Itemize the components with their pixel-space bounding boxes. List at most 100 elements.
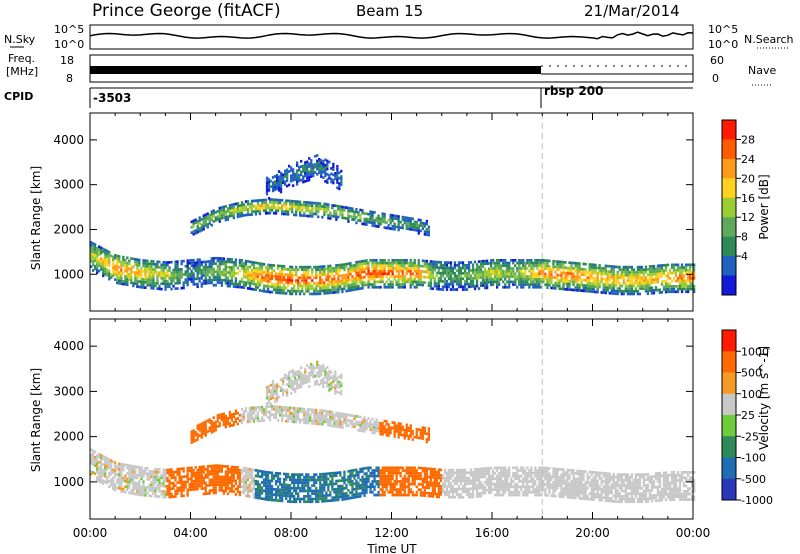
power-cell	[548, 267, 551, 271]
velocity-cell	[469, 479, 473, 483]
power-data	[90, 113, 696, 311]
velocity-cell	[295, 497, 298, 501]
velocity-cell	[357, 492, 360, 496]
power-cell	[270, 206, 274, 209]
velocity-cell	[407, 482, 410, 486]
power-cell	[385, 275, 388, 278]
velocity-cell	[178, 489, 181, 492]
power-cell	[482, 284, 485, 287]
velocity-cell	[389, 466, 392, 470]
velocity-cell	[128, 469, 131, 473]
velocity-cell	[337, 495, 340, 499]
velocity-cell	[244, 475, 248, 479]
velocity-cell	[321, 475, 324, 479]
power-cell	[419, 272, 422, 276]
power-cell	[443, 261, 447, 264]
velocity-cell	[335, 482, 338, 486]
velocity-cell	[266, 473, 270, 477]
velocity-cell	[421, 483, 424, 486]
power-cell	[271, 181, 275, 185]
power-cell	[640, 287, 643, 290]
power-cell	[108, 250, 111, 254]
power-cell	[216, 278, 219, 282]
power-cell	[214, 283, 217, 287]
power-cell	[340, 177, 343, 181]
power-cell	[594, 285, 597, 288]
velocity-cell	[301, 484, 304, 487]
power-cell	[327, 267, 330, 271]
power-cell	[281, 272, 284, 276]
power-cell	[369, 213, 372, 216]
power-cell	[136, 266, 139, 270]
power-cell	[359, 268, 362, 272]
velocity-cell	[148, 494, 151, 498]
velocity-cell	[238, 485, 241, 488]
power-cell	[120, 266, 123, 269]
velocity-cell	[154, 475, 157, 479]
power-cell	[164, 271, 167, 275]
power-cell	[303, 273, 306, 277]
power-cell	[108, 275, 111, 278]
power-cell	[668, 268, 672, 272]
power-cell	[320, 172, 323, 176]
velocity-cell	[212, 472, 215, 476]
power-cell	[192, 275, 195, 278]
power-cell	[592, 287, 595, 291]
power-cell	[421, 275, 424, 279]
power-cell	[642, 273, 645, 277]
power-cell	[242, 267, 246, 271]
velocity-cell	[333, 471, 336, 475]
power-cell	[439, 261, 442, 264]
power-cell	[486, 281, 489, 284]
power-cell	[387, 261, 390, 265]
velocity-cell	[94, 472, 97, 475]
power-cell	[150, 278, 153, 282]
power-cell	[335, 266, 338, 270]
power-cell	[337, 207, 340, 211]
power-cell	[94, 248, 97, 252]
velocity-cell	[258, 475, 262, 478]
power-cell	[556, 281, 559, 285]
power-cell	[367, 218, 370, 221]
velocity-cell	[196, 471, 199, 475]
power-cell	[281, 275, 284, 279]
velocity-cell	[144, 488, 147, 492]
velocity-cell	[447, 490, 451, 494]
power-cell	[550, 273, 553, 276]
power-cell	[270, 282, 274, 286]
power-cell	[202, 260, 205, 264]
power-cell	[471, 277, 475, 280]
velocity-cell	[455, 471, 459, 475]
power-cell	[312, 174, 315, 178]
velocity-cell	[473, 484, 477, 488]
power-cell	[508, 261, 511, 265]
velocity-cell	[407, 471, 410, 475]
velocity-cell	[246, 489, 250, 492]
velocity-cell	[238, 493, 241, 497]
velocity-cell	[461, 468, 465, 472]
power-cell	[674, 263, 678, 267]
power-cell	[196, 285, 199, 289]
velocity-cell	[311, 492, 314, 495]
power-cell	[319, 204, 322, 208]
power-cell	[622, 279, 625, 282]
velocity-cell	[120, 490, 123, 493]
power-cell	[347, 206, 350, 210]
velocity-cell	[248, 473, 252, 477]
power-cell	[156, 287, 159, 290]
power-cell	[345, 281, 348, 285]
power-cell	[502, 259, 505, 262]
velocity-cell	[128, 464, 131, 467]
power-cell	[367, 283, 370, 286]
power-cell	[564, 287, 567, 291]
power-cell	[321, 273, 324, 277]
velocity-cell	[291, 500, 294, 504]
power-cell	[506, 267, 509, 270]
power-cell	[349, 267, 352, 271]
power-cell	[375, 285, 378, 289]
velocity-cell	[375, 474, 378, 478]
power-cell	[232, 205, 235, 209]
power-cell	[266, 269, 270, 272]
velocity-cell	[385, 477, 388, 481]
power-cell	[431, 263, 434, 266]
